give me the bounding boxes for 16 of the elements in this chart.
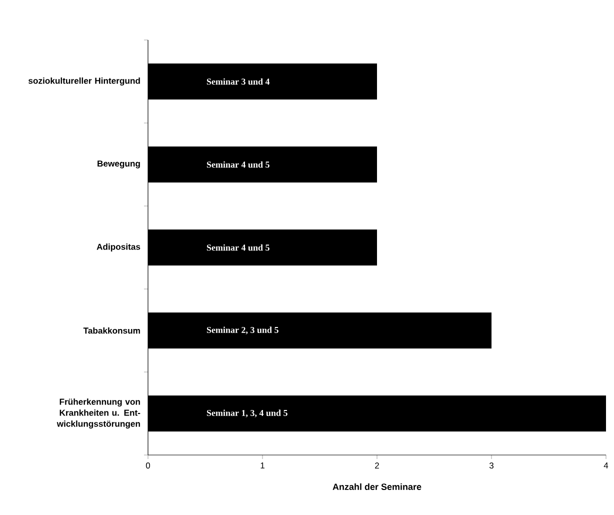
data-label: Seminar 3 und 4 [206, 78, 270, 85]
x-axis-title: Anzahl der Seminare [332, 483, 422, 490]
y-tick-label: Früherkennung von Krankheiten u. Ent-wicklungsstörungen [56, 398, 140, 429]
y-tick-label: Bewegung [98, 160, 140, 168]
y-tick-label: soziokultureller Hintergund [28, 77, 140, 86]
x-tick-label: 1 [260, 462, 264, 468]
x-tick-label: 2 [375, 462, 379, 468]
data-label: Seminar 2, 3 und 5 [206, 326, 278, 334]
x-tick-label: 0 [146, 462, 150, 469]
x-tick-label: 3 [489, 462, 494, 469]
y-tick-label: Tabakkonsum [83, 327, 140, 334]
data-label: Seminar 1, 3, 4 und 5 [206, 410, 288, 418]
data-label: Seminar 4 und 5 [206, 161, 270, 168]
y-tick-label: Adipositas [96, 243, 140, 252]
x-tick-label: 4 [604, 462, 608, 468]
data-label: Seminar 4 und 5 [206, 244, 270, 251]
